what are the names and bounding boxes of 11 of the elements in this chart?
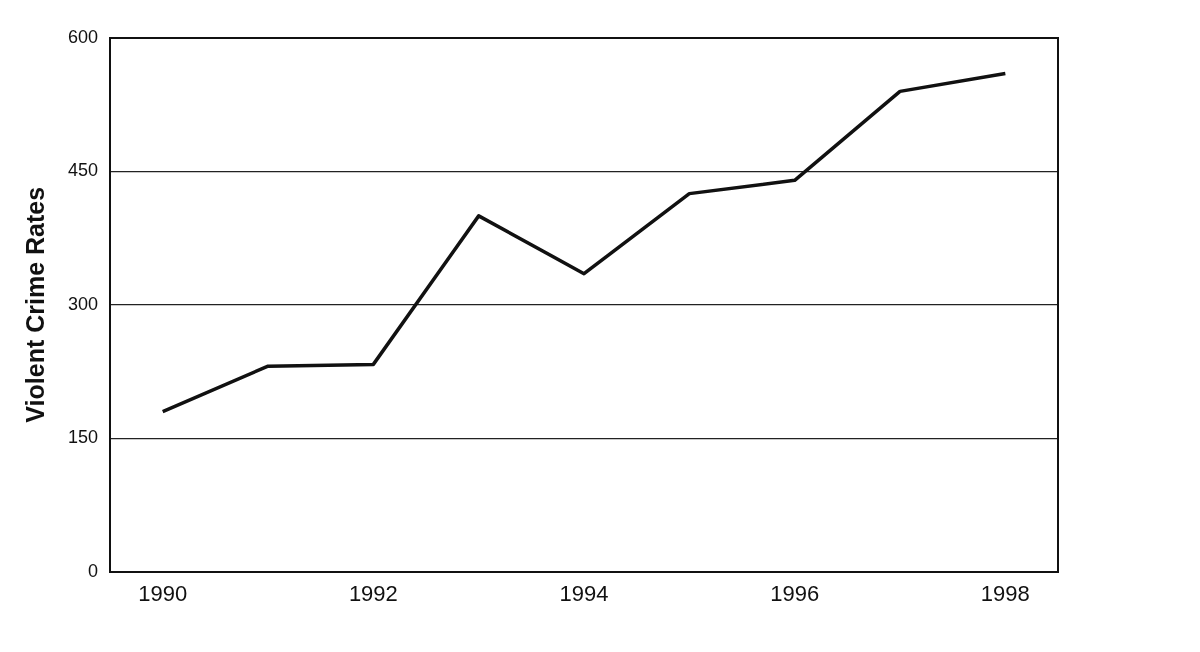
y-tick-label: 150 (67, 427, 99, 448)
y-tick-label: 300 (67, 293, 99, 314)
x-tick-label: 1996 (770, 580, 820, 606)
x-tick-label: 1990 (138, 580, 188, 606)
y-axis-title: Violent Crime Rates (20, 186, 49, 423)
x-tick-label: 1992 (348, 580, 398, 606)
x-tick-label: 1994 (559, 580, 609, 606)
y-tick-label: 600 (67, 26, 99, 47)
x-tick-label: 1998 (980, 580, 1030, 606)
y-tick-label: 0 (88, 560, 99, 581)
y-tick-label: 450 (67, 160, 99, 181)
